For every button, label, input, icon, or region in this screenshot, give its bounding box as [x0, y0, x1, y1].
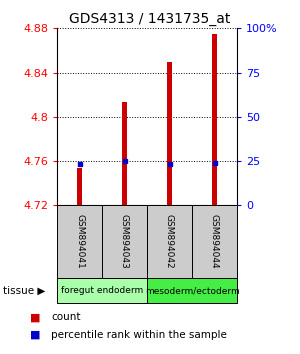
Text: GDS4313 / 1431735_at: GDS4313 / 1431735_at — [69, 12, 231, 27]
Bar — [167, 62, 172, 205]
Bar — [77, 168, 82, 205]
Text: GSM894043: GSM894043 — [120, 214, 129, 269]
Text: percentile rank within the sample: percentile rank within the sample — [51, 330, 227, 340]
Bar — [212, 34, 217, 205]
Text: GSM894042: GSM894042 — [165, 214, 174, 269]
Text: ■: ■ — [30, 312, 40, 322]
Text: ■: ■ — [30, 330, 40, 340]
Text: foregut endoderm: foregut endoderm — [61, 286, 143, 295]
Text: mesoderm/ectoderm: mesoderm/ectoderm — [145, 286, 239, 295]
Text: count: count — [51, 312, 80, 322]
Text: GSM894041: GSM894041 — [75, 214, 84, 269]
Bar — [122, 102, 127, 205]
Text: tissue ▶: tissue ▶ — [3, 286, 45, 296]
Text: GSM894044: GSM894044 — [210, 214, 219, 269]
